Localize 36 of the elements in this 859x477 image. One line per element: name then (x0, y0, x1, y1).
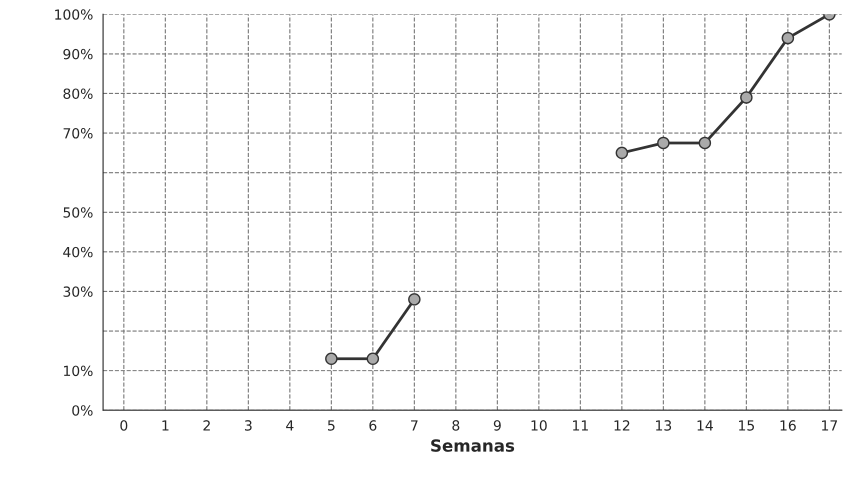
point (657, 136, 670, 150)
y-tick-label: 80% (63, 88, 93, 99)
point (408, 293, 421, 306)
x-tick-label: 15 (739, 420, 754, 431)
x-tick-label: 10 (532, 420, 547, 431)
x-tick-label: 17 (822, 420, 838, 430)
x-tick-label: 16 (780, 420, 796, 431)
x-tick-label: 3 (244, 420, 252, 431)
x-axis-title: Semanas (431, 439, 514, 452)
x-tick-label: 1 (162, 420, 168, 430)
y-tick-label: 70% (64, 128, 93, 139)
x-tick-label: 9 (494, 420, 501, 431)
x-tick-label: 8 (452, 420, 460, 431)
point (698, 136, 712, 150)
point (616, 146, 628, 160)
point (740, 91, 753, 104)
y-tick-label: 100% (55, 9, 93, 20)
x-tick-label: 12 (614, 420, 630, 430)
x-tick-label: 0 (120, 420, 128, 431)
y-tick-label: 50% (64, 207, 93, 218)
x-tick-label: 6 (369, 420, 376, 431)
y-tick-label: 30% (64, 286, 93, 297)
x-tick-label: 13 (656, 420, 672, 431)
point (325, 352, 338, 365)
x-tick-label: 7 (411, 420, 418, 430)
x-tick-label: 5 (328, 420, 335, 431)
y-tick-label: 0% (72, 405, 93, 416)
x-tick-label: 4 (286, 420, 294, 430)
x-tick-label: 11 (573, 420, 588, 430)
x-tick-label: 14 (698, 420, 713, 430)
x-tick-label: 2 (203, 420, 210, 430)
point (366, 352, 380, 365)
y-tick-label: 40% (63, 246, 93, 258)
y-tick-label: 90% (63, 48, 93, 60)
point (782, 32, 794, 44)
y-tick-label: 10% (64, 366, 93, 376)
